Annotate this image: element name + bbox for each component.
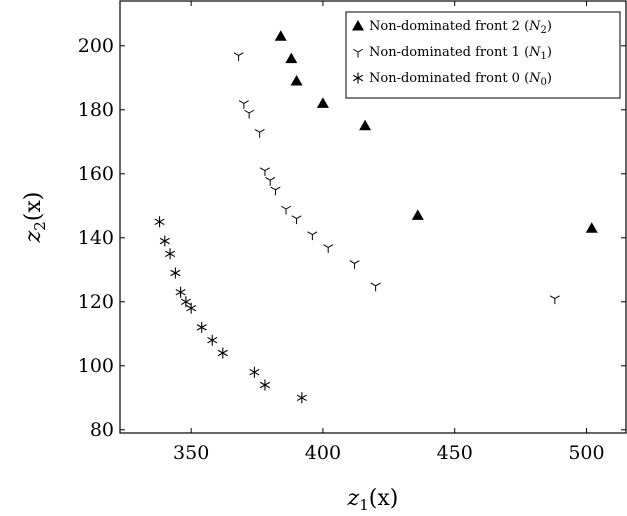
y-tick-label: 160	[78, 163, 114, 185]
data-point-tri-down	[265, 177, 276, 186]
data-point-asterisk	[296, 392, 307, 404]
data-point-asterisk	[154, 216, 165, 228]
data-point-asterisk	[170, 267, 181, 279]
data-point-tri-down	[370, 282, 381, 292]
data-point-triangle	[411, 209, 424, 220]
data-point-tri-down	[291, 215, 302, 225]
x-tick-label: 450	[437, 442, 473, 464]
data-point-tri-down	[233, 52, 244, 61]
data-point-triangle	[585, 222, 598, 233]
data-point-tri-down	[349, 260, 360, 269]
data-point-asterisk	[180, 296, 191, 308]
data-point-asterisk	[259, 379, 270, 391]
data-point-tri-down	[549, 295, 560, 305]
legend-entry: Non-dominated front 1 (N1)	[352, 45, 552, 62]
data-point-tri-down	[244, 109, 255, 119]
y-tick-label: 180	[78, 99, 114, 121]
data-point-asterisk	[217, 347, 228, 359]
data-point-tri-down	[323, 244, 334, 253]
data-point-tri-down	[307, 231, 318, 241]
x-tick-label: 400	[305, 442, 341, 464]
data-point-asterisk	[159, 235, 170, 247]
y-tick-label: 200	[78, 35, 114, 57]
plot-frame	[119, 0, 627, 434]
x-tick-label: 500	[568, 442, 604, 464]
legend-entry: Non-dominated front 0 (N0)	[352, 71, 552, 88]
legend-label: Non-dominated front 1 (N1)	[369, 45, 552, 62]
data-point-triangle	[285, 52, 298, 64]
y-tick-label: 140	[78, 227, 114, 249]
data-point-asterisk	[249, 366, 260, 378]
legend-marker-triangle	[352, 20, 364, 31]
data-point-asterisk	[196, 321, 207, 333]
x-tick-label: 350	[173, 442, 209, 464]
x-axis-label: z1(x)	[347, 486, 399, 514]
legend-marker-tri-down	[352, 48, 364, 58]
data-point-triangle	[316, 97, 329, 108]
data-point-triangle	[290, 75, 303, 86]
data-point-tri-down	[254, 129, 265, 138]
legend-label: Non-dominated front 2 (N2)	[369, 19, 552, 36]
legend-box	[345, 11, 621, 99]
data-point-tri-down	[259, 167, 270, 177]
data-point-tri-down	[280, 205, 292, 215]
data-marks	[154, 30, 598, 404]
data-point-tri-down	[270, 186, 281, 196]
data-point-tri-down	[238, 100, 249, 109]
data-point-asterisk	[207, 334, 218, 346]
legend-marker-asterisk	[352, 72, 364, 84]
legend-entry: Non-dominated front 2 (N2)	[352, 19, 552, 36]
data-point-triangle	[359, 119, 372, 131]
legend-label: Non-dominated front 0 (N0)	[369, 71, 552, 88]
data-point-triangle	[274, 30, 287, 41]
data-point-asterisk	[165, 248, 176, 260]
y-tick-label: 100	[78, 355, 114, 377]
y-tick-label: 120	[78, 291, 114, 313]
data-point-asterisk	[175, 286, 186, 298]
y-tick-label: 80	[90, 419, 114, 441]
axis-ticks: 350 400 450 500 80 100 120 140 160 180 200	[78, 1, 626, 464]
data-point-asterisk	[186, 302, 197, 314]
y-axis-label: z2(x)	[21, 192, 49, 244]
legend: Non-dominated front 2 (N2) Non-dominated …	[345, 11, 621, 99]
